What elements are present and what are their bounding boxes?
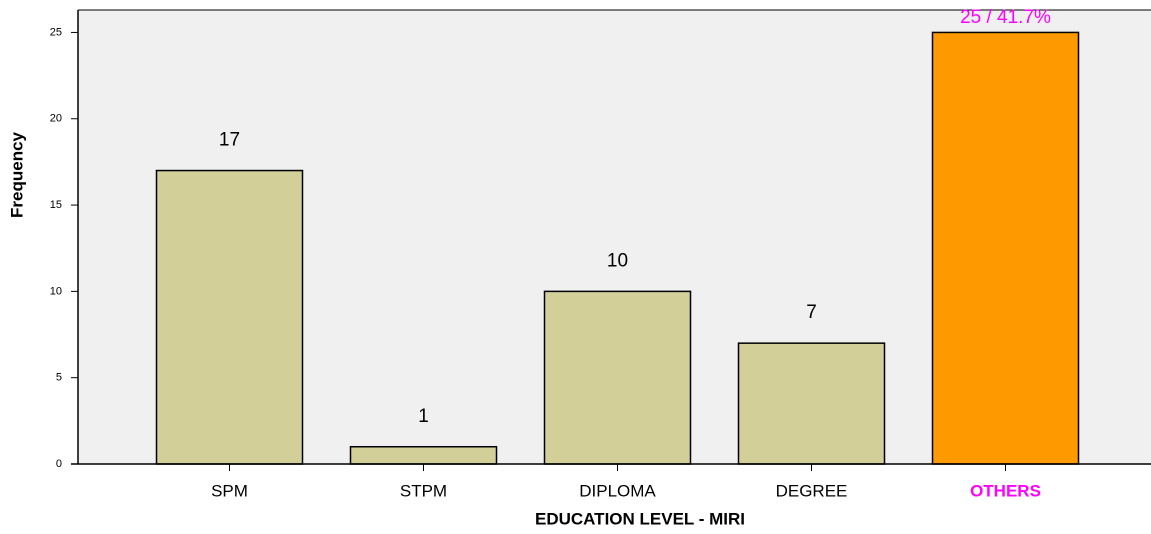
data-label: 17 [219,130,240,151]
data-label: 25 / 41.7% [960,7,1051,28]
x-tick-label: DEGREE [776,481,848,500]
bar [931,31,1080,465]
bar [349,445,498,465]
x-tick-label: OTHERS [970,481,1041,500]
y-axis-title: Frequency [7,131,26,218]
y-tick-label: 5 [56,372,62,384]
data-label: 1 [418,406,429,427]
x-tick-label: DIPLOMA [579,481,656,500]
y-tick-label: 10 [50,285,62,297]
y-tick-label: 20 [50,113,62,125]
bar [737,342,886,465]
y-tick-label: 0 [56,458,62,470]
data-label: 7 [806,302,817,323]
bar [155,169,304,465]
x-tick-label: SPM [211,481,248,500]
y-tick-label: 15 [50,199,62,211]
data-label: 10 [607,250,628,271]
bar [543,290,692,465]
x-axis-title: EDUCATION LEVEL - MIRI [535,509,745,528]
y-tick-label: 25 [50,26,62,38]
x-tick-label: STPM [400,481,447,500]
